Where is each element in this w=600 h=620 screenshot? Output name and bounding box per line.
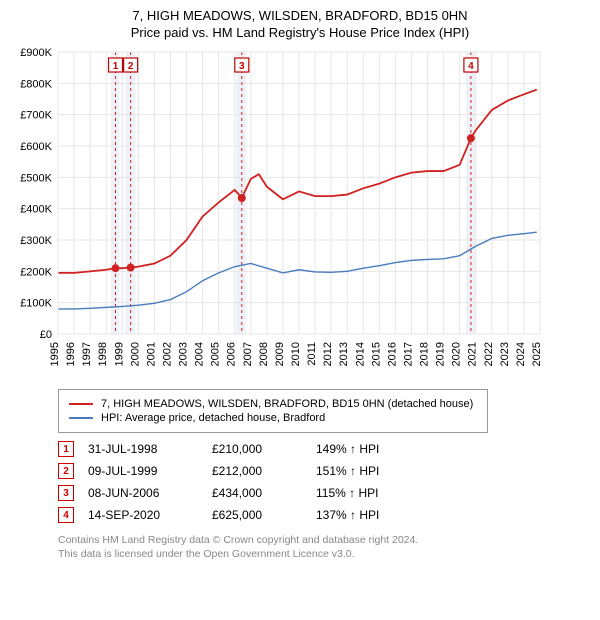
x-tick-label: 2005 xyxy=(210,342,222,366)
marker-number: 4 xyxy=(468,61,474,72)
marker-number: 3 xyxy=(239,61,245,72)
transaction-date: 31-JUL-1998 xyxy=(88,442,198,456)
x-tick-label: 2024 xyxy=(515,342,527,366)
x-tick-label: 2015 xyxy=(370,342,382,366)
marker-number: 1 xyxy=(113,61,119,72)
transaction-marker: 1 xyxy=(58,441,74,457)
transaction-pct: 149% ↑ HPI xyxy=(316,442,426,456)
x-tick-label: 2007 xyxy=(242,342,254,366)
transaction-pct: 151% ↑ HPI xyxy=(316,464,426,478)
transaction-marker: 3 xyxy=(58,485,74,501)
x-tick-label: 2018 xyxy=(419,342,431,366)
x-tick-label: 2025 xyxy=(531,342,543,366)
x-tick-label: 2012 xyxy=(322,342,334,366)
transaction-marker: 4 xyxy=(58,507,74,523)
series-dot xyxy=(127,264,135,272)
x-tick-label: 2008 xyxy=(258,342,270,366)
transaction-price: £625,000 xyxy=(212,508,302,522)
x-tick-label: 2000 xyxy=(129,342,141,366)
price-chart: £0 £100K £200K £300K £400K £500K £600K £700K £80… xyxy=(10,46,550,376)
marker-number: 2 xyxy=(128,61,134,72)
transaction-row: 2 09-JUL-1999 £212,000 151% ↑ HPI xyxy=(58,463,590,479)
x-tick-label: 2004 xyxy=(194,342,206,366)
y-tick-label: £900K xyxy=(20,47,52,59)
transaction-date: 14-SEP-2020 xyxy=(88,508,198,522)
footnote-line2: This data is licensed under the Open Gov… xyxy=(58,547,590,561)
x-tick-label: 2013 xyxy=(338,342,350,366)
legend-item: 7, HIGH MEADOWS, WILSDEN, BRADFORD, BD15… xyxy=(69,398,477,410)
transaction-row: 3 08-JUN-2006 £434,000 115% ↑ HPI xyxy=(58,485,590,501)
x-tick-label: 2003 xyxy=(178,342,190,366)
x-tick-label: 2017 xyxy=(402,342,414,366)
x-tick-label: 2014 xyxy=(354,342,366,366)
y-tick-label: £700K xyxy=(20,110,52,122)
legend-label: HPI: Average price, detached house, Brad… xyxy=(101,412,325,424)
x-tick-label: 2011 xyxy=(306,342,318,366)
y-tick-label: £100K xyxy=(20,298,52,310)
x-tick-label: 1996 xyxy=(65,342,77,366)
series-dot xyxy=(467,134,475,142)
x-tick-label: 1998 xyxy=(97,342,109,366)
footnote-line1: Contains HM Land Registry data © Crown c… xyxy=(58,533,590,547)
x-tick-label: 2006 xyxy=(226,342,238,366)
transaction-date: 09-JUL-1999 xyxy=(88,464,198,478)
x-tick-label: 2016 xyxy=(386,342,398,366)
x-tick-label: 1997 xyxy=(81,342,93,366)
transaction-row: 4 14-SEP-2020 £625,000 137% ↑ HPI xyxy=(58,507,590,523)
y-tick-label: £0 xyxy=(40,329,52,341)
transaction-pct: 115% ↑ HPI xyxy=(316,486,426,500)
transactions-table: 1 31-JUL-1998 £210,000 149% ↑ HPI 2 09-JUL-19… xyxy=(58,441,590,523)
title-subtitle: Price paid vs. HM Land Registry's House … xyxy=(10,25,590,40)
transaction-row: 1 31-JUL-1998 £210,000 149% ↑ HPI xyxy=(58,441,590,457)
x-tick-label: 1999 xyxy=(113,342,125,366)
y-tick-label: £300K xyxy=(20,235,52,247)
footnote: Contains HM Land Registry data © Crown c… xyxy=(58,533,590,561)
legend-label: 7, HIGH MEADOWS, WILSDEN, BRADFORD, BD15… xyxy=(101,398,473,410)
y-tick-label: £200K xyxy=(20,266,52,278)
x-tick-label: 2001 xyxy=(145,342,157,366)
x-tick-label: 2019 xyxy=(435,342,447,366)
legend-item: HPI: Average price, detached house, Brad… xyxy=(69,412,477,424)
transaction-price: £212,000 xyxy=(212,464,302,478)
y-tick-label: £800K xyxy=(20,78,52,90)
y-tick-label: £500K xyxy=(20,172,52,184)
transaction-price: £434,000 xyxy=(212,486,302,500)
x-tick-label: 2010 xyxy=(290,342,302,366)
x-tick-label: 2002 xyxy=(161,342,173,366)
x-tick-label: 2009 xyxy=(274,342,286,366)
page: 7, HIGH MEADOWS, WILSDEN, BRADFORD, BD15… xyxy=(0,0,600,569)
x-tick-label: 1995 xyxy=(49,342,61,366)
chart-area: £0 £100K £200K £300K £400K £500K £600K £700K £80… xyxy=(10,46,590,381)
transaction-price: £210,000 xyxy=(212,442,302,456)
y-tick-label: £400K xyxy=(20,204,52,216)
legend-swatch xyxy=(69,403,93,405)
x-tick-label: 2023 xyxy=(499,342,511,366)
series-dot xyxy=(238,194,246,202)
transaction-marker: 2 xyxy=(58,463,74,479)
title-address: 7, HIGH MEADOWS, WILSDEN, BRADFORD, BD15… xyxy=(10,8,590,23)
legend-swatch xyxy=(69,417,93,419)
x-tick-label: 2020 xyxy=(451,342,463,366)
chart-title: 7, HIGH MEADOWS, WILSDEN, BRADFORD, BD15… xyxy=(10,8,590,40)
y-tick-label: £600K xyxy=(20,141,52,153)
series-dot xyxy=(112,264,120,272)
x-tick-label: 2022 xyxy=(483,342,495,366)
transaction-date: 08-JUN-2006 xyxy=(88,486,198,500)
legend: 7, HIGH MEADOWS, WILSDEN, BRADFORD, BD15… xyxy=(58,389,488,433)
x-tick-label: 2021 xyxy=(467,342,479,366)
transaction-pct: 137% ↑ HPI xyxy=(316,508,426,522)
